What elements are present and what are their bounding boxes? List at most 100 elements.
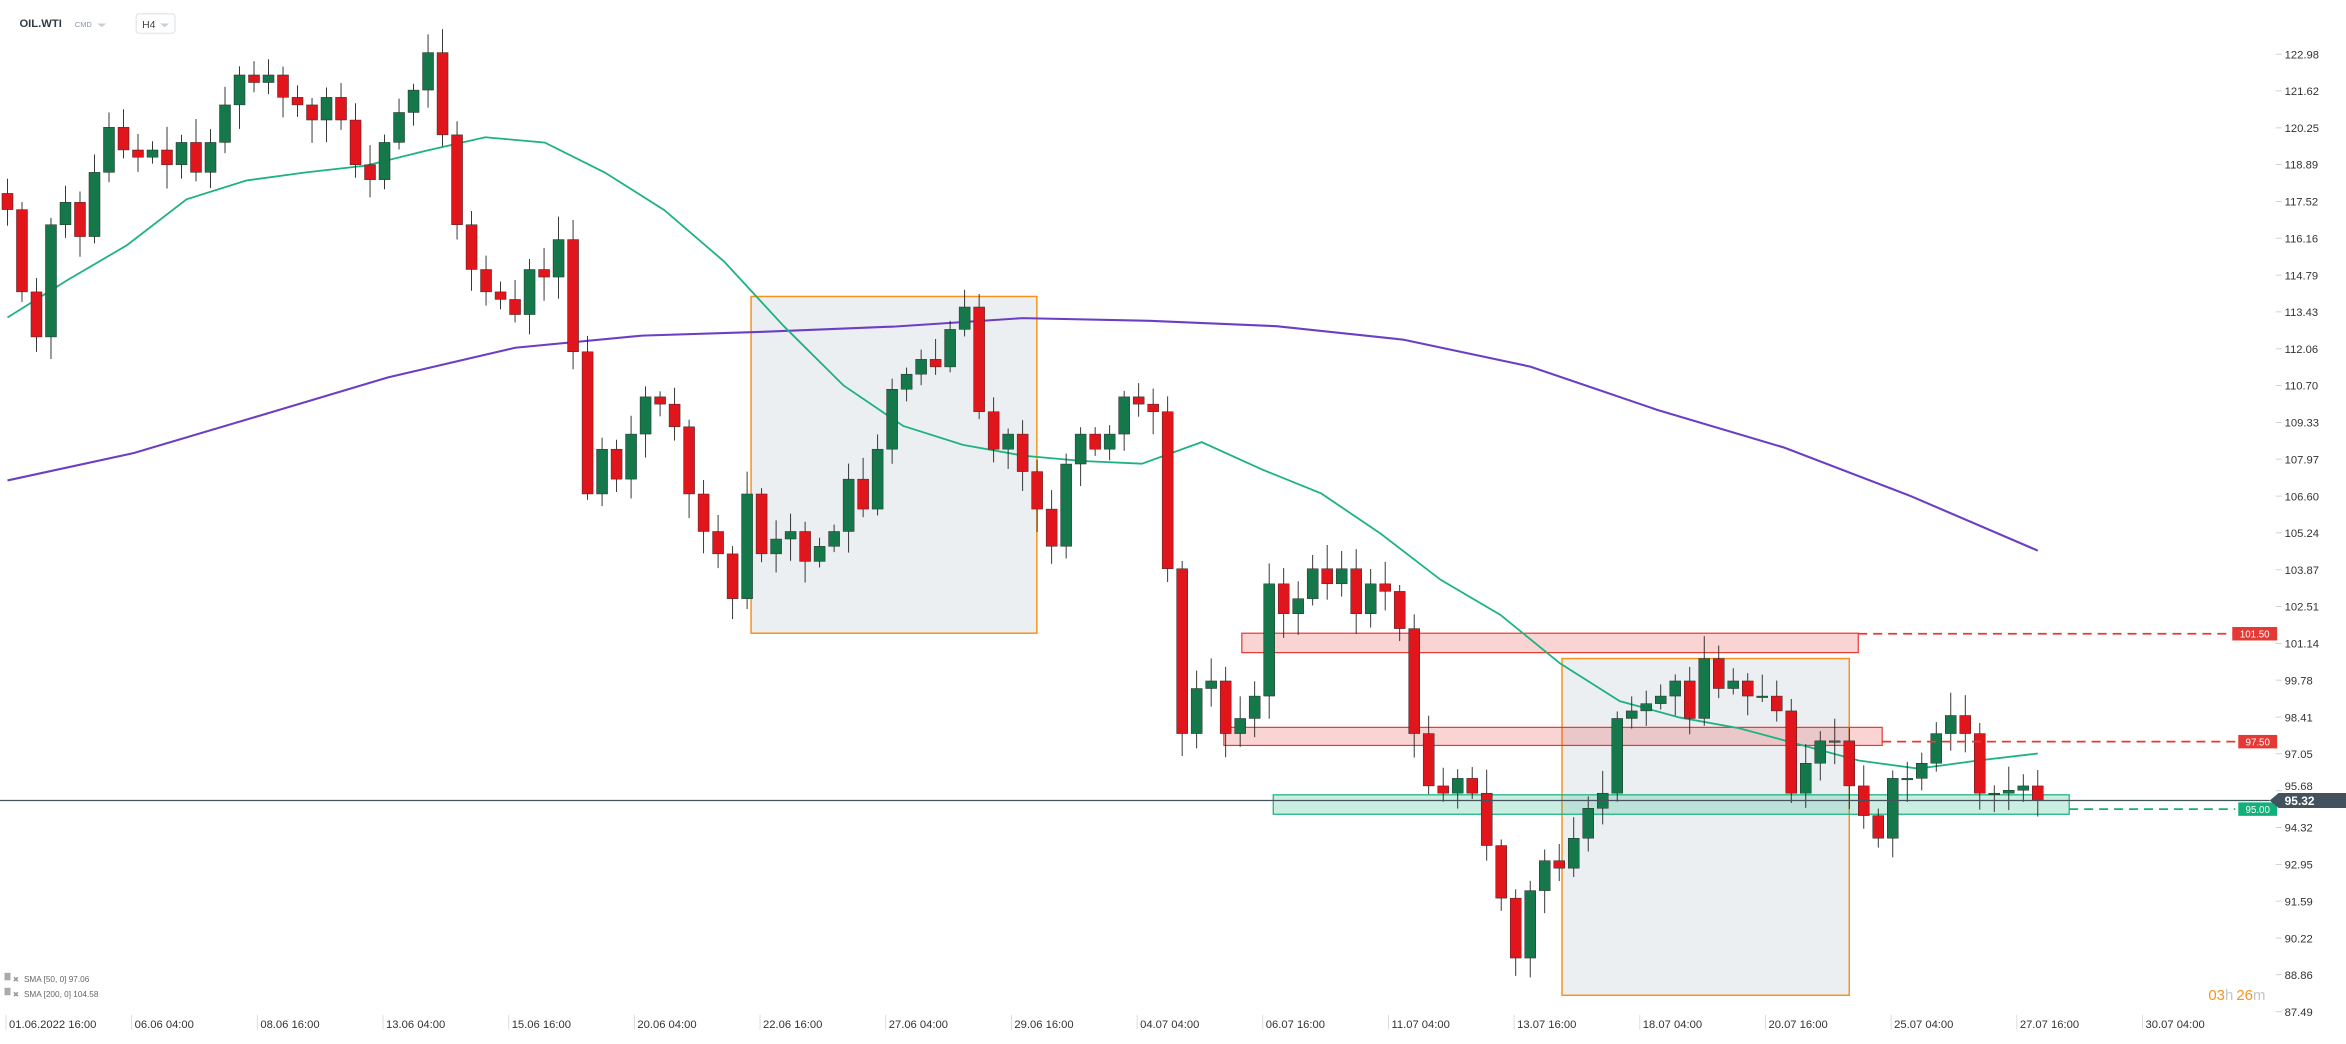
candle (1437, 767, 1449, 802)
candle-body (538, 269, 550, 278)
candle-body (88, 172, 101, 237)
candle-body (277, 74, 289, 98)
price-tick-label: 91.59 (2285, 896, 2313, 908)
candle-body (161, 149, 173, 166)
time-tick-label: 27.06 04:00 (889, 1019, 948, 1031)
level-lines: 101.50 97.50 95.00 95.32 (0, 627, 2346, 816)
candle (1248, 681, 1261, 738)
candle (1524, 880, 1536, 978)
price-tick-label: 88.86 (2285, 970, 2313, 982)
price-tick-label: 118.89 (2285, 160, 2318, 172)
price-tick-label: 120.25 (2285, 123, 2319, 135)
candle (465, 211, 478, 291)
candle-body (1263, 583, 1275, 697)
candle-body (1437, 785, 1449, 794)
symbol-label[interactable]: OIL.WTI (19, 18, 61, 30)
candle (1567, 817, 1580, 877)
candle (1669, 674, 1681, 716)
candle (306, 98, 318, 143)
candle (393, 98, 405, 150)
current-price-tag (2269, 793, 2346, 808)
candle (1611, 711, 1623, 802)
candle-body (871, 448, 884, 510)
candle-body (1582, 808, 1594, 839)
candle-body (523, 269, 536, 315)
candle (639, 386, 652, 458)
candle-body (262, 74, 275, 83)
price-tick-label: 116.16 (2285, 233, 2318, 245)
candle (233, 66, 246, 129)
time-tick-label: 20.06 04:00 (637, 1019, 696, 1031)
candle (320, 87, 333, 143)
candle-body (480, 269, 492, 293)
time-tick-label: 08.06 16:00 (260, 1019, 319, 1031)
symbol-dropdown-icon[interactable] (97, 23, 107, 28)
candle (871, 434, 884, 516)
candle (1742, 673, 1754, 716)
legend-sma50[interactable]: ✖ SMA [50, 0] 97.06 (4, 972, 90, 984)
price-tick-label: 99.78 (2285, 675, 2313, 687)
candle (828, 524, 840, 553)
candle-body (1277, 583, 1290, 614)
candle (378, 134, 391, 190)
candle-body (451, 134, 463, 225)
time-tick-label: 13.06 04:00 (386, 1019, 445, 1031)
time-tick-label: 30.07 04:00 (2146, 1019, 2205, 1031)
candle (1321, 544, 1333, 600)
candle-body (1872, 815, 1884, 839)
indicator-remove-icon[interactable]: ✖ (13, 990, 19, 999)
candle-body (1988, 792, 2001, 795)
price-axis[interactable]: 122.98 121.62 120.25 118.89 117.52 116.16 114.… (2275, 49, 2319, 1019)
candle-body (291, 97, 304, 106)
current-price-label: 95.32 (2285, 794, 2315, 808)
price-tick-label: 117.52 (2285, 197, 2318, 209)
candle-body (1408, 628, 1420, 734)
candle (1, 178, 14, 226)
candle-body (364, 164, 376, 180)
resistance-97-50-tag-label: 97.50 (2246, 738, 2271, 749)
candle-body (886, 389, 898, 450)
candle (1219, 666, 1232, 758)
candle-body (2032, 785, 2044, 801)
candle (1060, 453, 1072, 559)
candle-body (103, 127, 115, 173)
candle (1988, 785, 2001, 812)
candle-body (509, 299, 521, 315)
candle-body (1364, 583, 1377, 614)
candle (1480, 769, 1493, 861)
price-tick-label: 90.22 (2285, 933, 2313, 945)
time-axis[interactable]: 01.06.2022 16:00 06.06 04:00 08.06 16:00 13… (5, 1014, 2205, 1031)
candle-body (1089, 433, 1101, 450)
candle (1887, 770, 1899, 858)
candle-body (1031, 471, 1043, 510)
indicator-settings-icon[interactable] (4, 987, 11, 996)
candle (755, 488, 768, 563)
time-tick-label: 06.07 16:00 (1266, 1019, 1325, 1031)
candle (523, 258, 536, 335)
sma200-line (7, 317, 2039, 552)
candle-body (1814, 740, 1826, 764)
candle (1422, 715, 1435, 795)
candle (1858, 765, 1870, 829)
candle (1306, 555, 1319, 606)
price-tick-label: 94.32 (2285, 823, 2313, 835)
resistance-zone (1241, 632, 1859, 654)
candle-body (1727, 680, 1739, 689)
timeframe-dropdown[interactable]: H4 (135, 13, 176, 34)
indicator-settings-icon[interactable] (4, 972, 11, 981)
candle (175, 134, 188, 179)
candle-body (1292, 598, 1304, 614)
candle-body (1509, 897, 1522, 959)
candle-body (248, 74, 260, 83)
candle (509, 280, 521, 323)
candle-body (1074, 433, 1087, 465)
time-tick-label: 20.07 16:00 (1768, 1019, 1827, 1031)
indicator-remove-icon[interactable]: ✖ (13, 975, 19, 984)
time-tick-label: 15.06 16:00 (512, 1019, 571, 1031)
legend-sma200[interactable]: ✖ SMA [200, 0] 104.58 (4, 987, 99, 999)
candle-body (335, 97, 347, 121)
candle-body (741, 493, 753, 599)
candle (552, 216, 565, 299)
price-tick-label: 87.49 (2285, 1007, 2313, 1019)
